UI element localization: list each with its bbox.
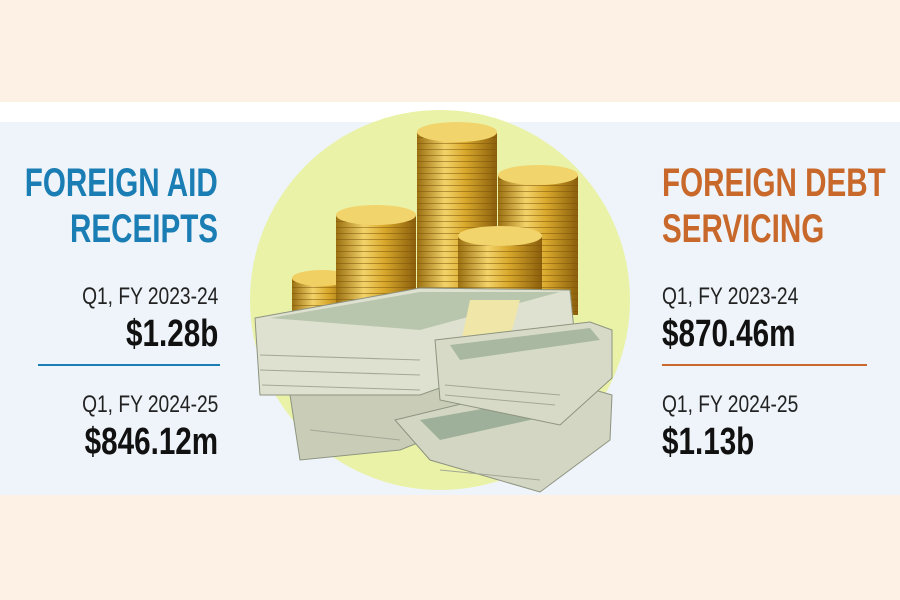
period-label: Q1, FY 2024-25	[662, 391, 799, 418]
divider	[662, 364, 867, 366]
amount: $1.28b	[125, 313, 218, 355]
amount: $846.12m	[84, 421, 218, 463]
amount: $870.46m	[662, 313, 796, 355]
panel-title: RECEIPTS	[69, 207, 218, 251]
period-label: Q1, FY 2023-24	[662, 283, 799, 310]
panel-title: SERVICING	[662, 207, 825, 251]
panel-title: FOREIGN AID	[25, 161, 218, 205]
bill-stacks	[254, 287, 613, 493]
divider	[38, 364, 220, 366]
amount: $1.13b	[662, 421, 755, 463]
panel-title: FOREIGN DEBT	[662, 161, 886, 205]
period-label: Q1, FY 2023-24	[81, 283, 218, 310]
period-label: Q1, FY 2024-25	[81, 391, 218, 418]
